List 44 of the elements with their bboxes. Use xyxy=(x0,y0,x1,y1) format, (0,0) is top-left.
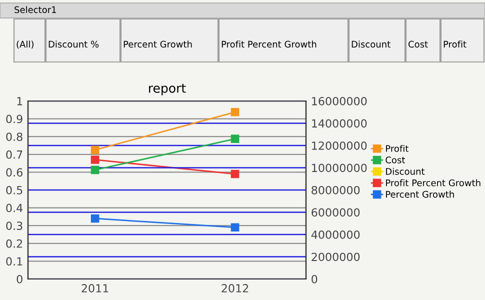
y-tick-label: 1 xyxy=(17,97,22,106)
y-tick-label: 0 xyxy=(16,274,22,284)
y-tick-label: 0.9 xyxy=(6,114,22,124)
y-tick-label: 0.5 xyxy=(6,186,22,194)
legend-label: Cost xyxy=(386,156,406,164)
chart-title: report xyxy=(149,84,186,96)
legend-label: Discount xyxy=(386,168,425,175)
y2-tick-label: 0 xyxy=(312,274,318,284)
y2-tick-label: 4000000 xyxy=(311,230,360,239)
y2-tick-label: 14000000 xyxy=(312,119,367,128)
y-tick-label: 0.4 xyxy=(6,204,23,212)
x-tick-label: 2011 xyxy=(82,284,108,292)
point xyxy=(230,108,240,116)
y-tick-label: 0.3 xyxy=(6,222,22,230)
y-tick-label: 0.7 xyxy=(6,150,22,159)
point xyxy=(230,134,240,143)
y2-tick-label: 8000000 xyxy=(312,186,360,194)
text: Profit xyxy=(444,40,466,48)
point xyxy=(90,166,100,174)
point xyxy=(90,214,100,223)
y2-tick-label: 6000000 xyxy=(312,208,360,217)
y2-tick-label: 12000000 xyxy=(312,141,367,150)
text: (All) xyxy=(16,40,34,49)
x-tick-label: 2012 xyxy=(222,284,248,292)
text: Discount xyxy=(352,40,390,48)
y-tick-label: 0.1 xyxy=(6,257,22,266)
y2-tick-label: 2000000 xyxy=(312,252,360,262)
text: Percent Growth xyxy=(124,40,192,48)
point xyxy=(90,146,100,154)
point xyxy=(230,223,240,232)
text: Profit Percent Growth xyxy=(222,40,316,48)
legend-label: Profit xyxy=(386,144,408,152)
point xyxy=(230,170,240,178)
y-tick-label: 0.2 xyxy=(6,239,22,248)
text: Cost xyxy=(408,40,428,48)
text: Selector1 xyxy=(14,6,56,14)
point xyxy=(90,156,100,164)
legend-label: Percent Growth xyxy=(386,190,454,198)
legend-label: Profit Percent Growth xyxy=(386,179,480,186)
y-tick-label: 0.6 xyxy=(6,168,22,177)
text: Discount % xyxy=(48,40,99,48)
y-tick-label: 0.8 xyxy=(6,132,22,141)
y2-tick-label: 10000000 xyxy=(312,164,367,172)
y2-tick-label: 16000000 xyxy=(312,96,367,106)
